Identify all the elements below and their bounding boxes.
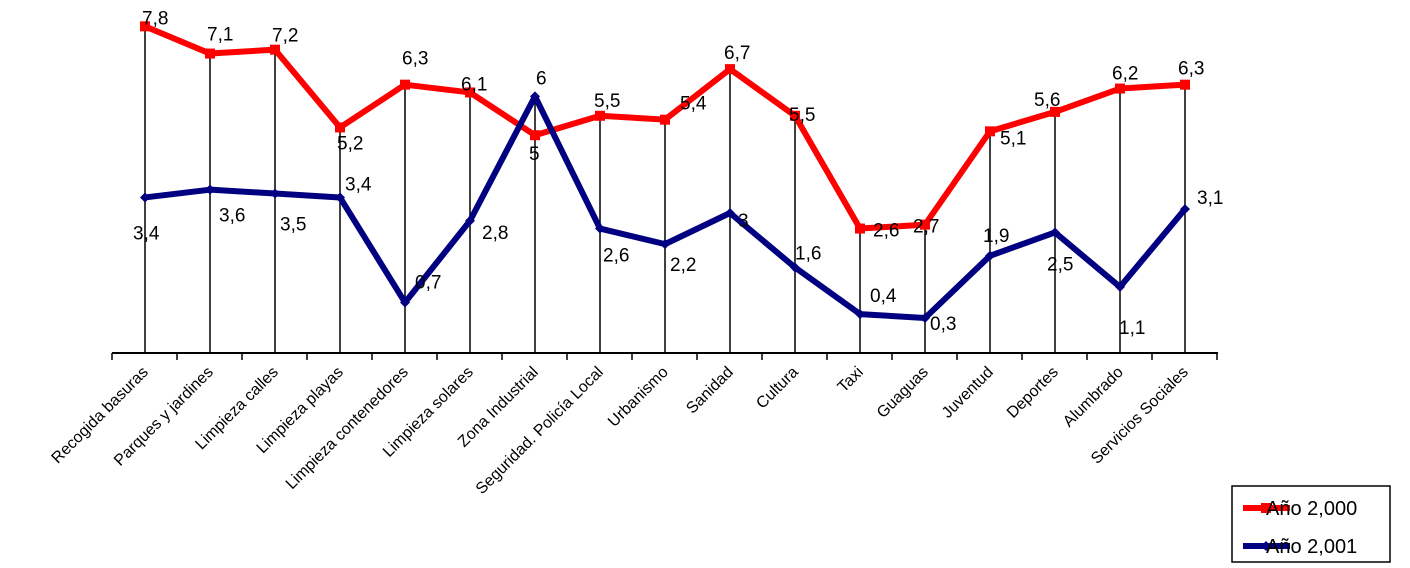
point-marker bbox=[205, 48, 215, 59]
data-label: 5,2 bbox=[337, 133, 363, 154]
data-label: 6,3 bbox=[1178, 59, 1204, 80]
data-label: 7,8 bbox=[142, 8, 168, 29]
data-label: 1,6 bbox=[795, 243, 821, 264]
legend-box bbox=[1231, 485, 1391, 563]
data-label: 6,7 bbox=[724, 43, 750, 64]
data-label: 6,1 bbox=[461, 74, 487, 95]
legend: Año 2,000 Año 2,001 bbox=[1231, 485, 1391, 563]
point-marker bbox=[530, 130, 540, 141]
data-label: 2,2 bbox=[670, 255, 696, 276]
point-marker bbox=[1180, 79, 1190, 90]
category-label: Sanidad bbox=[683, 364, 737, 418]
data-label: 1,9 bbox=[983, 226, 1009, 247]
point-marker bbox=[335, 122, 345, 133]
data-label: 6,2 bbox=[1112, 64, 1138, 85]
data-label: 7,1 bbox=[207, 25, 233, 46]
category-label: Alumbrado bbox=[1060, 364, 1127, 431]
point-marker bbox=[725, 208, 735, 218]
data-label: 3,4 bbox=[345, 174, 372, 195]
data-label: 2,7 bbox=[913, 217, 939, 238]
category-label: Taxi bbox=[835, 364, 867, 396]
data-label: 2,6 bbox=[603, 246, 629, 267]
data-label: 0,7 bbox=[415, 272, 441, 293]
data-label: 3 bbox=[738, 211, 749, 232]
point-marker bbox=[465, 215, 475, 226]
point-marker bbox=[400, 297, 410, 308]
point-marker bbox=[985, 250, 995, 261]
data-label: 5,5 bbox=[789, 105, 815, 126]
point-marker bbox=[270, 44, 280, 55]
category-label: Seguridad. Policía Local bbox=[473, 364, 607, 498]
category-label: Guaguas bbox=[874, 364, 932, 422]
point-marker bbox=[660, 114, 670, 125]
point-marker bbox=[855, 309, 865, 320]
point-marker bbox=[465, 87, 475, 98]
point-marker bbox=[1115, 83, 1125, 94]
data-label: 1,1 bbox=[1119, 318, 1145, 339]
data-label: 3,1 bbox=[1197, 188, 1223, 209]
point-marker bbox=[335, 192, 345, 203]
point-marker bbox=[1050, 227, 1060, 238]
legend-marker-2000 bbox=[1261, 503, 1271, 513]
point-marker bbox=[595, 110, 605, 121]
point-marker bbox=[530, 91, 540, 102]
data-label: 2,6 bbox=[873, 221, 899, 242]
data-label: 5,4 bbox=[680, 94, 707, 115]
data-label: 6 bbox=[536, 68, 547, 89]
point-marker bbox=[920, 219, 930, 230]
legend-label-2001: Año 2,001 bbox=[1266, 536, 1357, 558]
legend-label-2000: Año 2,000 bbox=[1266, 498, 1357, 520]
point-marker bbox=[400, 79, 410, 90]
data-label: 2,8 bbox=[482, 223, 508, 244]
point-marker bbox=[1050, 106, 1060, 117]
point-marker bbox=[205, 184, 215, 195]
point-marker bbox=[790, 110, 800, 121]
point-marker bbox=[920, 313, 930, 323]
point-marker bbox=[595, 223, 605, 234]
data-label: 5,6 bbox=[1034, 90, 1060, 111]
data-label: 6,3 bbox=[402, 49, 428, 70]
data-label: 2,5 bbox=[1047, 254, 1073, 275]
data-label: 3,4 bbox=[133, 223, 160, 244]
category-label: Deportes bbox=[1004, 364, 1062, 422]
data-label: 7,2 bbox=[272, 26, 298, 47]
point-marker bbox=[790, 262, 800, 273]
point-marker bbox=[660, 239, 670, 250]
point-marker bbox=[725, 64, 735, 75]
data-label: 5,1 bbox=[1000, 128, 1026, 149]
data-label: 3,5 bbox=[280, 215, 306, 236]
point-marker bbox=[140, 21, 150, 32]
point-marker bbox=[855, 223, 865, 234]
data-label: 0,4 bbox=[870, 286, 897, 307]
drop-lines bbox=[144, 26, 1186, 353]
series-markers bbox=[140, 21, 1190, 323]
data-label: 5 bbox=[529, 144, 540, 165]
point-marker bbox=[1115, 281, 1125, 292]
category-label: Urbanismo bbox=[605, 364, 672, 431]
category-label: Juventud bbox=[939, 364, 997, 422]
x-axis-ticks bbox=[111, 353, 1218, 360]
data-labels: 7,8 7,1 7,2 5,2 6,3 6,1 5 5,5 5,4 6,7 5,5 2,6 2,7 5,1… bbox=[133, 8, 1223, 339]
data-label: 5,5 bbox=[594, 91, 620, 112]
point-marker bbox=[140, 192, 150, 203]
point-marker bbox=[270, 188, 280, 199]
point-marker bbox=[1180, 204, 1190, 215]
category-label: Limpieza contenedores bbox=[283, 364, 412, 493]
legend-marker-2001 bbox=[1261, 541, 1271, 551]
data-label: 0,3 bbox=[930, 314, 956, 335]
point-marker bbox=[985, 126, 995, 137]
data-label: 3,6 bbox=[219, 206, 245, 227]
category-label: Cultura bbox=[753, 364, 802, 413]
